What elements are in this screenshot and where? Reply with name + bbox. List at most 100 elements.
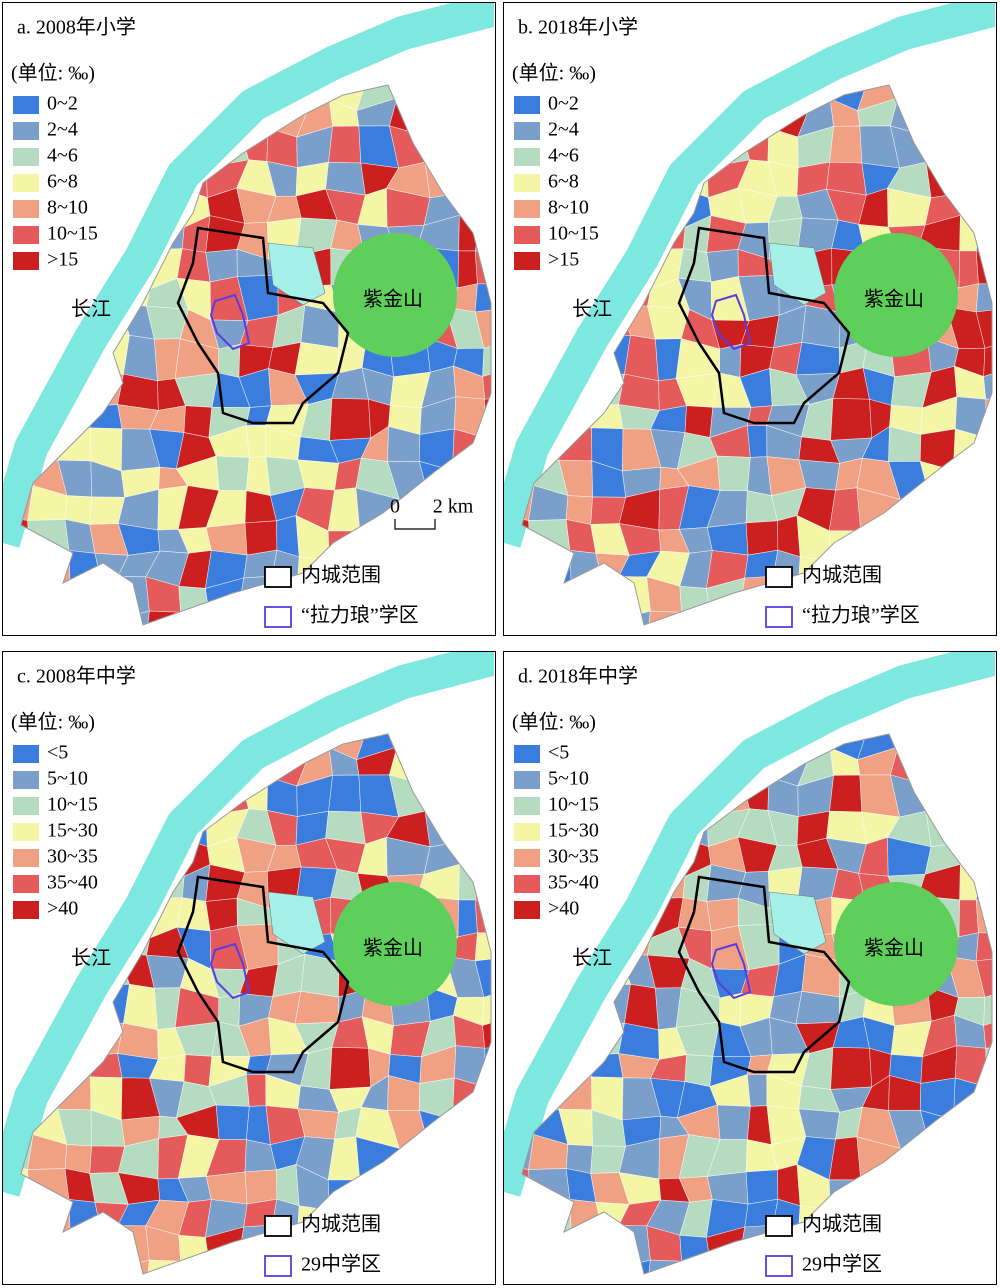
district <box>953 1225 991 1260</box>
district <box>777 1164 801 1207</box>
district <box>482 581 491 610</box>
district <box>21 988 40 1021</box>
district <box>205 522 248 556</box>
district <box>975 932 992 962</box>
inner-city <box>677 875 851 1074</box>
district <box>452 576 490 611</box>
district <box>423 1257 461 1274</box>
district <box>474 932 491 962</box>
district <box>423 608 461 625</box>
district <box>709 1257 740 1274</box>
river-label: 长江 <box>71 947 111 970</box>
district <box>416 734 457 760</box>
district <box>979 806 992 842</box>
district <box>457 250 478 289</box>
district <box>618 1225 651 1268</box>
district <box>522 279 536 322</box>
district <box>426 1225 461 1260</box>
legend-label: 30~35 <box>47 846 98 868</box>
district <box>215 455 250 491</box>
district <box>446 545 490 583</box>
district <box>926 1134 961 1178</box>
district <box>122 155 161 198</box>
district <box>886 1256 929 1274</box>
district <box>624 334 659 382</box>
district <box>925 160 960 199</box>
legend-label: 0~2 <box>47 93 78 115</box>
district <box>894 85 929 99</box>
lake <box>768 242 827 306</box>
district <box>795 990 841 1025</box>
legend-swatch <box>514 823 540 841</box>
district <box>526 311 569 340</box>
district <box>86 404 123 430</box>
district <box>276 1164 300 1207</box>
district <box>478 191 491 225</box>
district <box>983 367 992 400</box>
district <box>528 519 571 551</box>
legend-swatch <box>514 174 540 192</box>
legend-swatch <box>514 226 540 244</box>
district <box>21 279 35 322</box>
district <box>953 1077 987 1121</box>
district <box>947 545 991 583</box>
district <box>392 522 429 558</box>
legend-label: 6~8 <box>47 171 78 193</box>
district <box>121 748 157 776</box>
district <box>385 1256 428 1274</box>
district <box>616 85 662 102</box>
district <box>622 774 662 819</box>
legend-swatch <box>13 771 39 789</box>
district <box>155 85 178 108</box>
district <box>623 610 651 625</box>
district <box>446 135 488 167</box>
legend-label: 15~30 <box>47 820 98 842</box>
district <box>522 928 536 971</box>
district <box>424 160 459 199</box>
river-label: 长江 <box>572 298 612 321</box>
legend-unit: (单位: ‰) <box>11 711 95 734</box>
legend-label: <5 <box>548 742 569 764</box>
district <box>795 341 841 376</box>
district <box>418 1109 453 1151</box>
district <box>445 1175 489 1202</box>
district <box>684 1054 714 1087</box>
legend-swatch <box>13 200 39 218</box>
boundary-label: “拉力琅”学区 <box>301 604 419 627</box>
district <box>569 1253 590 1274</box>
district <box>122 610 150 625</box>
district <box>478 157 491 193</box>
district <box>528 283 569 314</box>
scale-start: 0 <box>390 496 400 518</box>
map-panel: a. 2008年小学 (单位: ‰) 0~2 2~4 4~6 6~8 8~10 10~15 >1… <box>2 2 496 636</box>
scale-bar <box>394 519 436 530</box>
district <box>483 1139 491 1177</box>
district <box>446 1194 490 1232</box>
legend-label: 35~40 <box>47 872 98 894</box>
district <box>475 433 491 460</box>
district <box>522 1199 537 1240</box>
legend-swatch <box>514 96 540 114</box>
district <box>618 373 660 411</box>
district <box>984 526 992 555</box>
district <box>982 128 992 167</box>
legend-label: >15 <box>47 249 78 271</box>
district <box>21 550 36 591</box>
district <box>746 425 768 458</box>
mountain <box>333 882 457 1006</box>
lake <box>267 242 326 306</box>
district <box>327 530 361 562</box>
district <box>706 248 739 283</box>
district <box>87 576 123 619</box>
district <box>652 750 679 790</box>
school-district <box>710 942 752 1000</box>
legend-swatch <box>13 823 39 841</box>
map-panel: d. 2018年中学 (单位: ‰) <5 5~10 10~15 15~30 30~35 35… <box>503 651 997 1285</box>
district <box>928 1200 962 1229</box>
district <box>300 304 340 349</box>
district <box>947 784 989 816</box>
district <box>978 605 992 625</box>
district <box>484 396 491 439</box>
district <box>484 85 491 111</box>
district <box>474 955 491 998</box>
